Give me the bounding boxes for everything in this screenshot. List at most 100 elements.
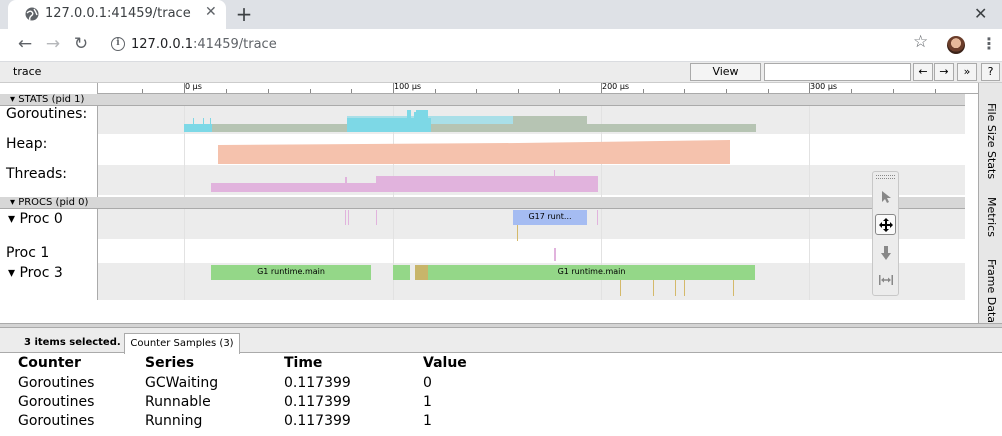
browser-tab[interactable]: 127.0.0.1:41459/trace ✕ [8,0,226,29]
ruler-tick [184,83,185,93]
proc3-slice-g1[interactable]: G1 runtime.main [428,265,755,280]
proc1-marker[interactable] [554,248,556,261]
slice-label: G1 runtime.main [257,267,325,276]
find-prev-button[interactable]: ← [913,63,933,81]
ruler-tick [935,89,936,93]
globe-icon [25,7,39,21]
find-input[interactable] [764,63,911,81]
side-panel-drawer: File Size Stats Metrics Frame Data [978,83,1002,323]
threads-spike[interactable] [554,170,555,176]
column-header[interactable]: Counter [18,355,81,371]
threads-bar[interactable] [376,176,598,183]
back-button[interactable]: ← [17,34,33,54]
address-bar[interactable]: i 127.0.0.1:41459/trace [103,32,973,59]
column-header[interactable]: Value [423,355,467,371]
proc3-slice-g1[interactable]: G1 runtime.main [211,265,371,280]
heap-track-label: Heap: [6,136,48,152]
ruler-tick [726,89,727,93]
proc0-slice-g17[interactable]: G17 runt... [513,210,587,225]
proc3-track-label[interactable]: ▾ Proc 3 [8,265,63,281]
proc3-syscall-marker[interactable] [684,280,685,296]
proc0-marker[interactable] [376,210,377,225]
side-tab-frame-data[interactable]: Frame Data [985,259,998,324]
zoom-mode-button[interactable] [875,243,896,264]
cell-value: 1 [423,394,432,410]
select-mode-button[interactable] [875,187,896,208]
timeline-tracks[interactable]: 0 μs 100 μs 200 μs 300 μs ▾ STATS (pid 1… [0,83,978,323]
find-next-button[interactable]: → [934,63,954,81]
pointer-icon [881,191,891,203]
ruler-tick [518,89,519,93]
info-icon[interactable]: i [111,37,125,51]
goroutines-running-spike[interactable] [416,110,428,118]
ruler-tick [809,83,810,93]
goroutines-running-bar[interactable] [347,118,431,132]
proc0-marker[interactable] [597,210,598,225]
browser-tab-strip: 127.0.0.1:41459/trace ✕ + ✕ [0,0,1002,29]
browser-menu-icon[interactable]: ⋮ [981,34,997,53]
goroutines-running-spike[interactable] [210,118,211,124]
goroutines-running-spike[interactable] [407,110,411,118]
goroutines-gcwaiting-bar[interactable] [513,116,587,124]
column-header[interactable]: Time [284,355,323,371]
window-close-button[interactable]: ✕ [974,4,988,23]
help-button[interactable]: ? [981,63,1000,81]
ruler-tick [310,89,311,93]
tab-counter-samples[interactable]: Counter Samples (3) [124,333,240,354]
cell-counter: Goroutines [18,394,95,410]
cell-series: GCWaiting [145,375,219,391]
side-tab-metrics[interactable]: Metrics [985,197,998,237]
cell-counter: Goroutines [18,413,95,429]
forward-button[interactable]: → [45,34,61,54]
proc3-syscall-marker[interactable] [733,280,734,296]
reload-button[interactable]: ↻ [73,34,89,54]
pan-mode-button[interactable] [875,214,896,235]
proc0-syscall-marker[interactable] [517,225,518,241]
time-ruler[interactable]: 0 μs 100 μs 200 μs 300 μs [98,83,978,94]
ruler-tick [684,89,685,93]
tab-close-icon[interactable]: ✕ [205,4,217,20]
proc0-marker[interactable] [348,210,349,225]
mouse-mode-selector[interactable] [872,171,899,296]
procs-group-header[interactable]: ▾ PROCS (pid 0) [0,197,965,209]
proc3-syscall-marker[interactable] [653,280,654,296]
ruler-tick [601,83,602,93]
stats-group-header[interactable]: ▾ STATS (pid 1) [0,94,965,106]
table-row[interactable]: Goroutines GCWaiting 0.117399 0 [0,375,1002,394]
cell-value: 1 [423,413,432,429]
cell-value: 0 [423,375,432,391]
column-header[interactable]: Series [145,355,195,371]
ruler-label: 0 μs [185,83,202,91]
expand-button[interactable]: » [957,63,977,81]
cell-counter: Goroutines [18,375,95,391]
goroutines-running-spike[interactable] [203,118,204,124]
table-row[interactable]: Goroutines Running 0.117399 1 [0,413,1002,432]
selection-marker [414,112,416,132]
threads-spike[interactable] [345,177,347,183]
threads-bar[interactable] [211,183,598,192]
view-options-button[interactable]: View Options [690,63,761,94]
proc0-marker[interactable] [345,210,346,225]
analysis-panel: 3 items selected. Counter Samples (3) Co… [0,328,1002,436]
timing-mode-button[interactable] [875,270,896,291]
tab-title: 127.0.0.1:41459/trace [45,6,191,21]
goroutines-gcwaiting-bar[interactable] [184,124,756,132]
goroutines-running-bar[interactable] [184,124,212,132]
table-row[interactable]: Goroutines Runnable 0.117399 1 [0,394,1002,413]
heap-area[interactable] [218,139,730,164]
url-path: :41459/trace [193,37,277,52]
ruler-label: 100 μs [394,83,422,91]
profile-avatar[interactable] [947,36,965,54]
proc3-slice[interactable] [415,265,428,280]
proc3-syscall-marker[interactable] [675,280,676,296]
bookmark-star-icon[interactable]: ☆ [913,32,929,52]
new-tab-button[interactable]: + [235,2,253,26]
ruler-label: 200 μs [602,83,630,91]
proc3-syscall-marker[interactable] [620,280,621,296]
goroutines-running-spike[interactable] [193,118,194,124]
proc3-slice[interactable] [393,265,410,280]
drag-handle[interactable] [876,175,895,179]
side-tab-file-size-stats[interactable]: File Size Stats [985,103,998,180]
proc0-track-label[interactable]: ▾ Proc 0 [8,211,63,227]
panel-splitter[interactable] [0,323,1002,328]
